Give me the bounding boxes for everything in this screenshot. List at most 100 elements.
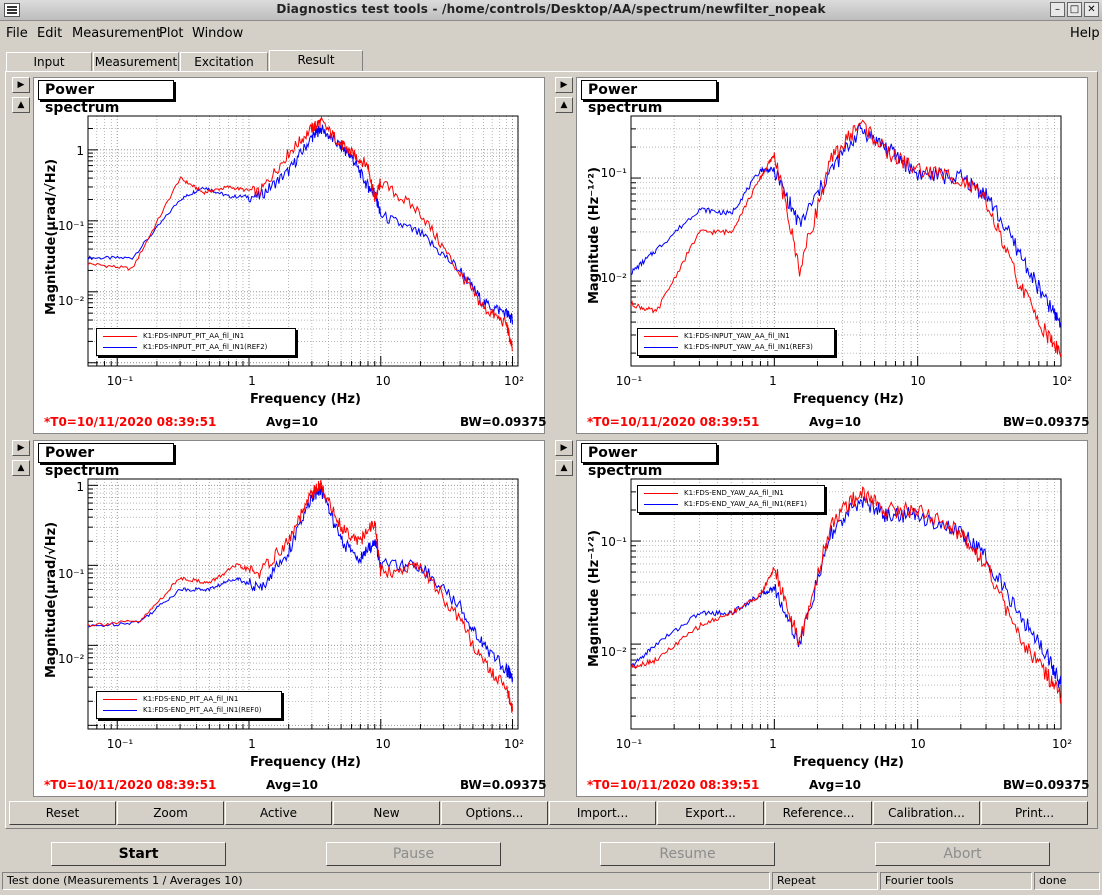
print-button[interactable]: Print... <box>981 801 1088 825</box>
y-tick-label: 1 <box>76 480 84 494</box>
plot-frame <box>87 478 519 730</box>
pad4-prev-button[interactable]: ▲ <box>555 460 573 476</box>
maximize-button[interactable]: □ <box>1067 2 1082 17</box>
menu-window[interactable]: Window <box>192 26 244 41</box>
x-tick-label: 10 <box>375 374 391 388</box>
menu-edit[interactable]: Edit <box>37 26 63 41</box>
x-tick-label: 10⁻¹ <box>615 737 643 751</box>
series-line <box>630 119 1062 358</box>
x-tick-label: 1 <box>248 737 256 751</box>
abort-button[interactable]: Abort <box>875 842 1050 866</box>
pad2-next-button[interactable]: ▶ <box>555 77 573 93</box>
y-tick-label: 1 <box>76 144 84 158</box>
options-button[interactable]: Options... <box>441 801 548 825</box>
x-tick-label: 1 <box>248 374 256 388</box>
y-tick-label: 10⁻² <box>58 652 85 666</box>
menu-help[interactable]: Help <box>1070 26 1100 41</box>
pad4-next-button[interactable]: ▶ <box>555 440 573 456</box>
legend-entry: K1:FDS-END_PIT_AA_fil_IN1 <box>103 694 275 705</box>
plot-legend[interactable]: K1:FDS-INPUT_PIT_AA_fil_IN1 K1:FDS-INPUT… <box>96 328 296 356</box>
plot-pad-end-pit[interactable]: Power spectrum Magnitude(μrad/√Hz) 1 10⁻… <box>33 440 547 797</box>
resume-button[interactable]: Resume <box>600 842 775 866</box>
menu-measurement[interactable]: Measurement <box>72 26 162 41</box>
start-time-label: *T0=10/11/2020 08:39:51 <box>587 415 760 429</box>
x-axis-label: Frequency (Hz) <box>250 392 361 407</box>
y-tick-label: 10⁻¹ <box>600 166 627 180</box>
pad1-next-button[interactable]: ▶ <box>12 77 30 93</box>
menu-plot[interactable]: Plot <box>159 26 184 41</box>
plot-pad-input-yaw[interactable]: Power spectrum Magnitude (Hz⁻¹ᐟ²) 10⁻¹ 1… <box>576 77 1090 434</box>
x-tick-label: 10⁻¹ <box>106 374 134 388</box>
bandwidth-label: BW=0.09375 <box>460 415 547 429</box>
plot-pad-input-pit[interactable]: Power spectrum Magnitude(μrad/√Hz) 1 10⁻… <box>33 77 547 434</box>
pause-button[interactable]: Pause <box>326 842 501 866</box>
legend-entry: K1:FDS-END_PIT_AA_fil_IN1(REF0) <box>103 705 275 716</box>
start-time-label: *T0=10/11/2020 08:39:51 <box>44 778 217 792</box>
plot-frame <box>630 478 1062 730</box>
tab-result[interactable]: Result <box>269 50 363 72</box>
active-button[interactable]: Active <box>225 801 332 825</box>
pad-title: Power spectrum <box>38 443 174 479</box>
status-mode: Repeat <box>772 872 878 890</box>
plot-legend[interactable]: K1:FDS-END_PIT_AA_fil_IN1 K1:FDS-END_PIT… <box>96 691 282 719</box>
import-button[interactable]: Import... <box>549 801 656 825</box>
calibration-button[interactable]: Calibration... <box>873 801 980 825</box>
legend-entry: K1:FDS-INPUT_YAW_AA_fil_IN1 <box>644 331 828 342</box>
x-tick-label: 10² <box>1051 374 1073 388</box>
reference-button[interactable]: Reference... <box>765 801 872 825</box>
status-state: done <box>1034 872 1100 890</box>
average-count-label: Avg=10 <box>266 778 319 792</box>
tab-input[interactable]: Input <box>6 52 92 72</box>
window-titlebar: Diagnostics test tools - /home/controls/… <box>0 0 1102 21</box>
plot-svg <box>87 478 519 730</box>
x-tick-label: 10 <box>910 374 926 388</box>
y-tick-label: 10⁻² <box>58 294 85 308</box>
pad3-next-button[interactable]: ▶ <box>12 440 30 456</box>
legend-swatch <box>103 710 137 711</box>
pad2-prev-button[interactable]: ▲ <box>555 97 573 113</box>
bandwidth-label: BW=0.09375 <box>460 778 547 792</box>
y-tick-label: 10⁻² <box>600 645 627 659</box>
minimize-button[interactable]: – <box>1050 2 1065 17</box>
tab-excitation[interactable]: Excitation <box>180 52 268 72</box>
legend-swatch <box>103 699 137 700</box>
zoom-button[interactable]: Zoom <box>117 801 224 825</box>
y-tick-label: 10⁻¹ <box>600 535 627 549</box>
plot-pad-end-yaw[interactable]: Power spectrum Magnitude (Hz⁻¹ᐟ²) 10⁻¹ 1… <box>576 440 1089 797</box>
start-time-label: *T0=10/11/2020 08:39:51 <box>44 415 217 429</box>
plot-legend[interactable]: K1:FDS-INPUT_YAW_AA_fil_IN1 K1:FDS-INPUT… <box>637 328 835 356</box>
bandwidth-label: BW=0.09375 <box>1003 415 1090 429</box>
status-message: Test done (Measurements 1 / Averages 10) <box>2 872 770 890</box>
average-count-label: Avg=10 <box>266 415 319 429</box>
pad-title: Power spectrum <box>581 80 717 116</box>
plot-legend[interactable]: K1:FDS-END_YAW_AA_fil_IN1 K1:FDS-END_YAW… <box>637 485 825 513</box>
x-tick-label: 10 <box>375 737 391 751</box>
pad1-prev-button[interactable]: ▲ <box>12 97 30 113</box>
series-line <box>87 479 513 713</box>
pad3-prev-button[interactable]: ▲ <box>12 460 30 476</box>
start-button[interactable]: Start <box>51 842 226 866</box>
plot-svg <box>630 115 1062 367</box>
menu-file[interactable]: File <box>6 26 28 41</box>
legend-swatch <box>644 493 678 494</box>
legend-entry: K1:FDS-END_YAW_AA_fil_IN1(REF1) <box>644 499 818 510</box>
plot-frame <box>87 115 519 367</box>
export-button[interactable]: Export... <box>657 801 764 825</box>
tab-measurement[interactable]: Measurement <box>93 52 179 72</box>
close-button[interactable]: ✕ <box>1084 2 1099 17</box>
x-tick-label: 10² <box>503 737 525 751</box>
status-tool: Fourier tools <box>880 872 1032 890</box>
legend-swatch <box>103 347 137 348</box>
pad-title: Power spectrum <box>38 80 174 116</box>
legend-swatch <box>644 336 678 337</box>
legend-entry: K1:FDS-INPUT_PIT_AA_fil_IN1 <box>103 331 289 342</box>
average-count-label: Avg=10 <box>809 415 862 429</box>
x-tick-label: 10⁻¹ <box>106 737 134 751</box>
series-line <box>630 496 1062 688</box>
y-tick-label: 10⁻¹ <box>58 567 85 581</box>
legend-swatch <box>644 347 678 348</box>
reset-button[interactable]: Reset <box>9 801 116 825</box>
new-button[interactable]: New <box>333 801 440 825</box>
series-line <box>87 124 513 325</box>
plot-frame <box>630 115 1062 367</box>
